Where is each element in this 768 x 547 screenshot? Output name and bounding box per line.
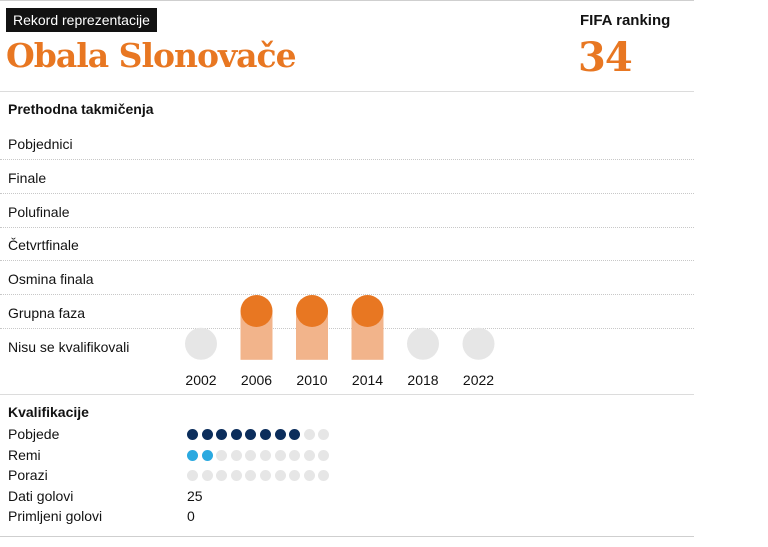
empty-dot [318,470,330,481]
filled-dot [201,449,213,461]
empty-dot [201,470,213,481]
year-tick-label: 2010 [296,372,327,388]
qualification-label: Remi [8,446,41,463]
stage-label: Četvrtfinale [8,237,79,254]
tournament-history-chart: 2002 2006 2010 2014 2018 2022 [185,295,495,388]
qualification-label: Dati golovi [8,487,74,504]
qualification-label: Porazi [8,467,48,483]
empty-dot [245,470,257,481]
filled-dot [187,449,198,461]
bottom-rule [0,536,694,537]
filled-dot [230,429,242,440]
stage-label: Nisu se kvalifikovali [8,338,130,355]
stage-gridline [0,260,694,262]
section-tag: Rekord reprezentacije [6,8,157,32]
result-marker [240,295,273,327]
result-marker-not-qualified [185,327,217,360]
qualification-label: Pobjede [8,426,60,442]
chart-divider [0,394,694,395]
top-rule [0,0,694,1]
country-name: Obala Slonovače [6,36,297,75]
stage-label: Osmina finala [8,271,94,288]
stage-gridline [0,294,694,296]
empty-dot [230,449,242,461]
year-tick-label: 2018 [407,372,438,388]
empty-dot [318,429,330,440]
empty-dot [274,449,286,461]
qualification-value: 0 [187,508,195,524]
stage-label: Finale [8,169,47,186]
filled-dot [274,429,286,440]
filled-dot [289,429,301,440]
stage-gridline [0,328,694,329]
empty-dot [245,449,257,461]
stage-label: Polufinale [8,203,70,220]
year-tick-label: 2002 [185,372,216,388]
empty-dot [303,449,315,461]
year-tick-label: 2022 [463,372,494,388]
empty-dot [289,449,301,461]
empty-dot [260,470,271,481]
empty-dot [303,429,315,440]
result-marker-not-qualified [407,327,439,360]
empty-dot [216,449,228,461]
filled-dot [260,429,271,440]
empty-dot [187,470,198,481]
previous-tournaments-title: Prethodna takmičenja [8,101,154,117]
stage-label: Pobjednici [8,136,73,152]
year-tick-label: 2006 [241,372,272,388]
stage-gridline [0,159,694,160]
qualification-label: Primljeni golovi [8,508,103,524]
empty-dot [303,470,315,481]
empty-dot [216,470,228,481]
filled-dot [216,429,228,440]
empty-dot [260,449,271,461]
filled-dot [201,429,213,440]
stage-gridline [0,226,694,228]
qualification-title: Kvalifikacije [8,404,89,420]
empty-dot [230,470,242,481]
stage-gridline [0,192,694,194]
empty-dot [289,470,301,481]
qualification-value: 25 [187,487,203,504]
result-marker-not-qualified [462,327,495,360]
filled-dot [245,429,257,440]
empty-dot [274,470,286,481]
filled-dot [187,429,198,440]
empty-dot [318,449,330,461]
result-marker [351,295,384,327]
fifa-ranking-value: 34 [578,34,633,81]
stage-label: Grupna faza [8,305,86,321]
year-tick-label: 2014 [352,372,383,388]
header-divider [0,91,694,92]
fifa-ranking-label: FIFA ranking [580,12,671,29]
result-marker [296,295,328,327]
